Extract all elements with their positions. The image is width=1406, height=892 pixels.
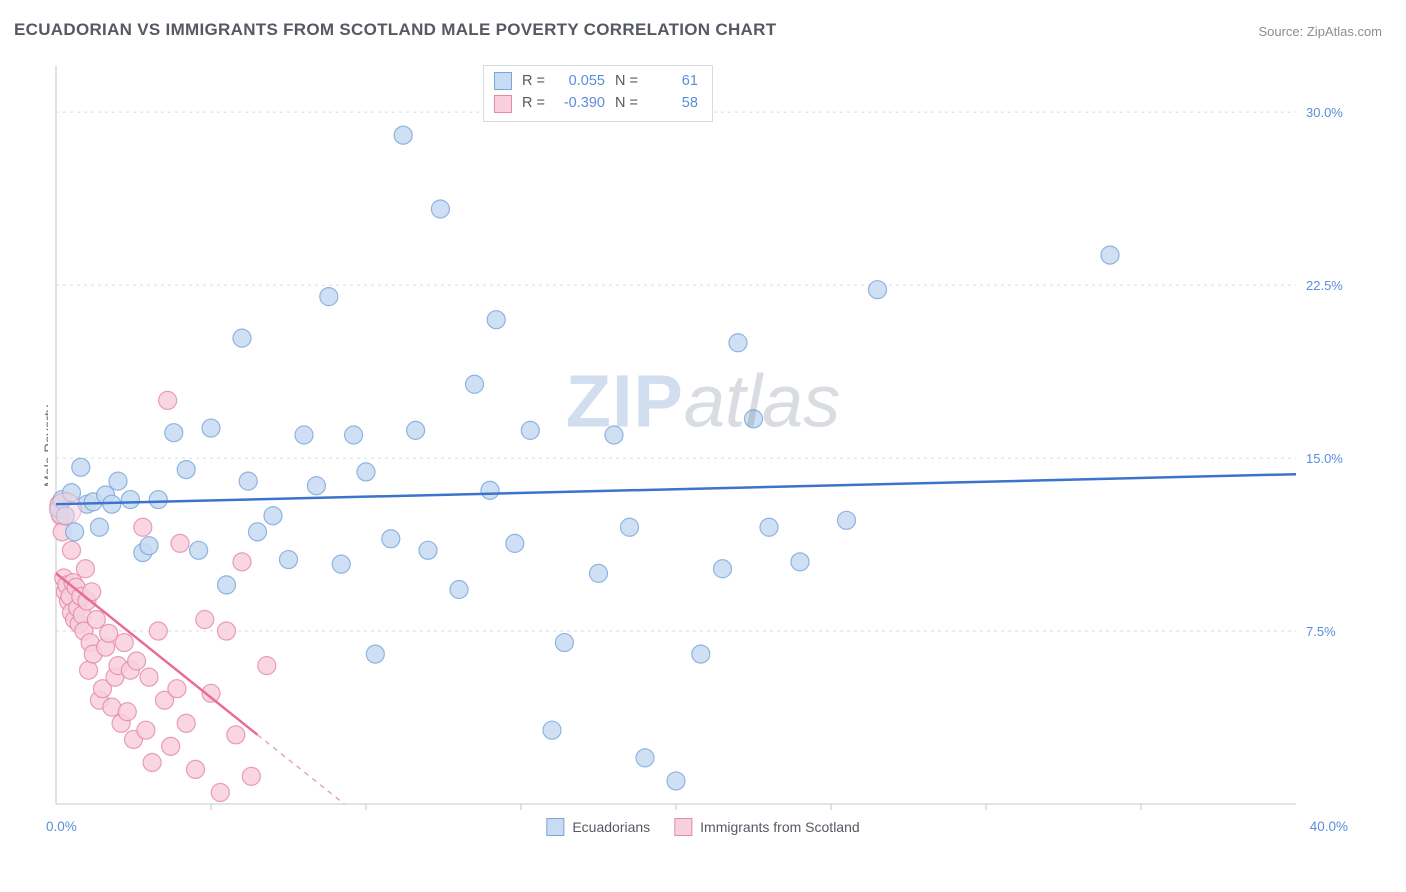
swatch-pink-icon bbox=[674, 818, 692, 836]
r-value-pink: -0.390 bbox=[555, 92, 605, 114]
legend-stats-box: R = 0.055 N = 61 R = -0.390 N = 58 bbox=[483, 65, 713, 122]
chart-svg: 7.5% 15.0% 22.5% 30.0% bbox=[48, 62, 1358, 832]
legend-item-scotland: Immigrants from Scotland bbox=[674, 818, 860, 836]
n-value-blue: 61 bbox=[648, 70, 698, 92]
svg-text:7.5%: 7.5% bbox=[1306, 624, 1336, 639]
legend-label: Immigrants from Scotland bbox=[700, 819, 860, 835]
plot-area: 7.5%15.0%22.5%30.0% ZIPatlas R = 0.055 N… bbox=[48, 62, 1358, 832]
legend-stats-row-pink: R = -0.390 N = 58 bbox=[494, 92, 698, 114]
n-label: N = bbox=[615, 70, 638, 92]
n-value-pink: 58 bbox=[648, 92, 698, 114]
swatch-blue-icon bbox=[494, 72, 512, 90]
svg-text:30.0%: 30.0% bbox=[1306, 105, 1343, 120]
source-credit: Source: ZipAtlas.com bbox=[1258, 24, 1382, 39]
svg-text:15.0%: 15.0% bbox=[1306, 451, 1343, 466]
svg-text:22.5%: 22.5% bbox=[1306, 278, 1343, 293]
bottom-legend: Ecuadorians Immigrants from Scotland bbox=[546, 818, 859, 836]
swatch-pink-icon bbox=[494, 95, 512, 113]
legend-label: Ecuadorians bbox=[572, 819, 650, 835]
swatch-blue-icon bbox=[546, 818, 564, 836]
legend-item-ecuadorians: Ecuadorians bbox=[546, 818, 650, 836]
r-value-blue: 0.055 bbox=[555, 70, 605, 92]
legend-stats-row-blue: R = 0.055 N = 61 bbox=[494, 70, 698, 92]
chart-title: ECUADORIAN VS IMMIGRANTS FROM SCOTLAND M… bbox=[14, 20, 776, 40]
r-label: R = bbox=[522, 92, 545, 114]
r-label: R = bbox=[522, 70, 545, 92]
x-axis-min: 0.0% bbox=[46, 819, 77, 834]
x-axis-max: 40.0% bbox=[1310, 819, 1348, 834]
n-label: N = bbox=[615, 92, 638, 114]
